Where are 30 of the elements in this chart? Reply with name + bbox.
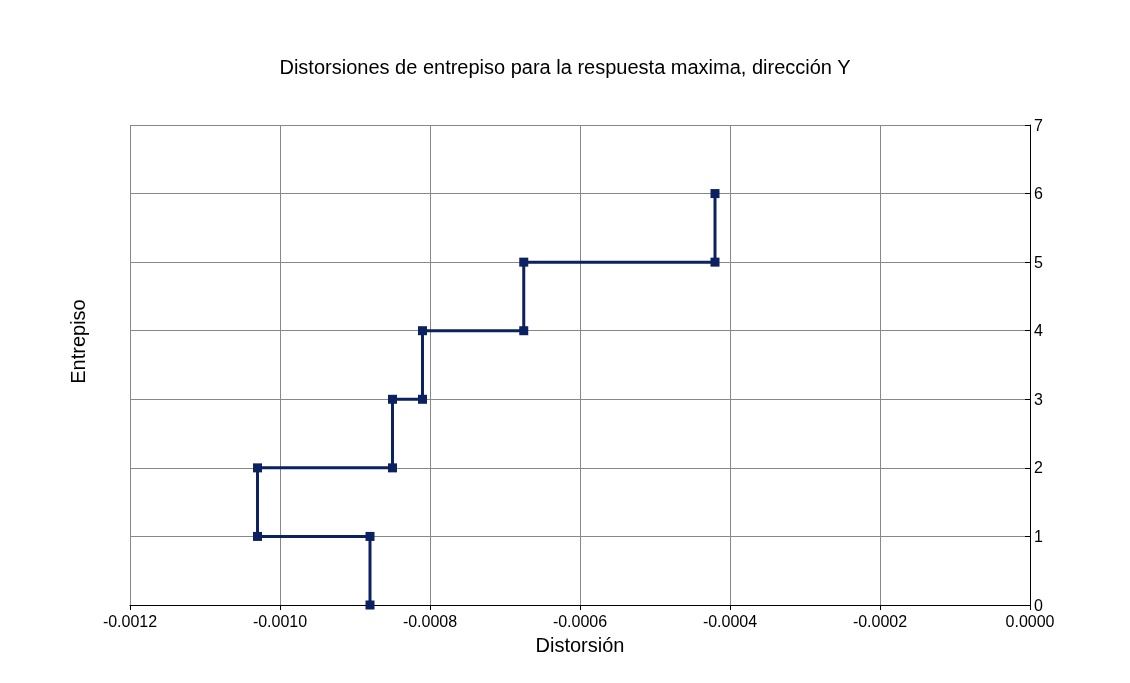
point: [365, 600, 375, 610]
x-tick-label: -0.0008: [402, 612, 458, 630]
x-tick-label: -0.0004: [702, 612, 758, 630]
y-tick-label: 3: [1034, 390, 1043, 408]
point: [253, 463, 262, 473]
y-axis-title: Entrepiso: [67, 299, 89, 384]
y-tick-label: 2: [1034, 459, 1043, 477]
x-axis-title: Distorsión: [535, 634, 625, 656]
point: [388, 394, 397, 404]
y-tick-label: 4: [1034, 322, 1043, 340]
point: [710, 189, 720, 199]
y-tick-label: 6: [1034, 185, 1043, 203]
y-tick-label: 7: [1034, 116, 1043, 134]
x-tick-label: -0.0006: [552, 612, 608, 630]
y-tick-label: 5: [1034, 253, 1043, 271]
x-tick-label: -0.0010: [252, 612, 308, 630]
point: [519, 326, 529, 336]
x-tick-label: -0.0002: [852, 612, 908, 630]
point: [418, 326, 427, 336]
point: [519, 257, 529, 267]
point: [365, 531, 375, 541]
point: [253, 531, 262, 541]
y-tick-label: 1: [1034, 527, 1043, 545]
point: [710, 257, 720, 267]
y-tick-label: 0: [1034, 596, 1043, 614]
point: [388, 463, 397, 473]
point: [418, 394, 427, 404]
x-tick-label: -0.0012: [102, 612, 158, 630]
x-tick-label: 0.0000: [1005, 612, 1055, 630]
chart-title: Distorsiones de entrepiso para la respuesta maxima, dirección Y: [279, 56, 851, 78]
